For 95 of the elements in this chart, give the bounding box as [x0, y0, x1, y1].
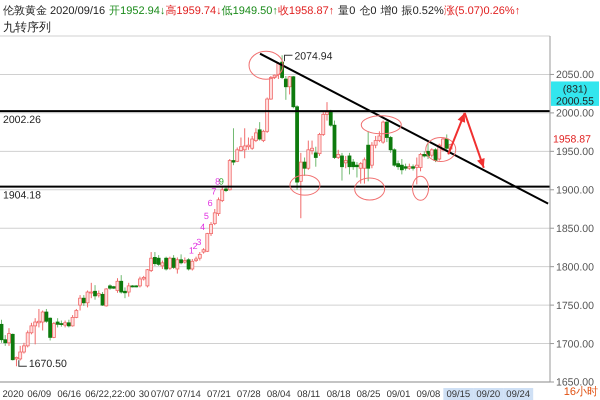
text: 仓0 [359, 5, 376, 17]
candlestick [156, 254, 161, 266]
annotation: 6 [208, 198, 213, 208]
candlestick [336, 149, 340, 160]
x-tick-label: 08/25 [356, 389, 380, 400]
candlestick [172, 254, 176, 270]
candlestick [56, 318, 60, 328]
candlestick [366, 130, 370, 182]
x-tick-label: 07/07 [150, 389, 175, 400]
candlestick [119, 274, 124, 294]
candlestick [242, 128, 247, 159]
candlestick [104, 288, 108, 308]
x-tick-label: 2020 [2, 389, 24, 400]
text: 振0.52% [402, 5, 444, 17]
y-tick-label: 1700.00 [556, 338, 594, 350]
annotation: 2 [192, 241, 198, 252]
ref-line-label: 1904.18 [3, 190, 42, 202]
candlestick [355, 162, 359, 178]
candlestick [381, 120, 386, 144]
ref-line-label: 2002.26 [3, 114, 42, 126]
candlestick [52, 322, 56, 339]
annotation: 7 [211, 186, 216, 196]
text: 高1959.74↓ [165, 5, 222, 17]
y-tick-label: 1850.00 [556, 222, 594, 235]
candlestick [40, 310, 45, 331]
x-tick-label: 09/15 [446, 389, 470, 400]
y-tick-label: 1950.00 [556, 146, 594, 158]
candlestick [414, 156, 419, 185]
annotation: 9 [218, 176, 224, 186]
candlestick [306, 140, 310, 170]
candlestick [164, 256, 168, 272]
text: 开1952.94↓ [109, 5, 166, 17]
candlestick [7, 328, 11, 346]
x-tick-label: 07/14 [177, 389, 201, 400]
candlestick [153, 252, 157, 266]
candlestick [434, 148, 438, 163]
annotation: 1 [188, 246, 194, 256]
candlestick [175, 256, 180, 274]
annotation: 2074.94 [294, 50, 333, 62]
candlestick [258, 122, 262, 142]
x-tick-label: 08/04 [266, 389, 291, 400]
candlestick [138, 276, 142, 288]
candlestick [430, 148, 434, 158]
text: 九转序列 [3, 19, 51, 36]
candlestick [0, 319, 4, 344]
text: 16小时 [564, 385, 598, 398]
y-tick-label: 2050.00 [556, 69, 594, 82]
candlestick [93, 284, 97, 300]
y-tick-label: 2000.00 [556, 108, 594, 120]
candlestick [100, 292, 104, 306]
candlestick [340, 152, 344, 182]
text: 涨(5.07)0.26%↑ [444, 5, 520, 17]
x-tick-label: 06/22,22:00 [85, 389, 136, 400]
x-tick-label: 07/28 [236, 389, 261, 400]
candlestick [186, 258, 190, 272]
y-tick-label: 1800.00 [556, 261, 594, 274]
annotation: 5 [204, 211, 209, 222]
text: 增0 [380, 5, 398, 17]
annotation: 4 [200, 222, 206, 232]
candlestick [344, 155, 348, 169]
x-tick-label: 06/09 [27, 389, 52, 400]
candlestick [348, 152, 352, 175]
x-tick-label: 06/16 [57, 389, 82, 400]
candlestick [89, 282, 94, 299]
x-tick-label: 07/21 [206, 389, 231, 400]
x-tick-label: 30 [138, 389, 150, 400]
x-tick-label: 08/18 [326, 389, 350, 400]
chart-title: 伦敦黄金 2020/09/16 [3, 5, 106, 17]
x-tick-label: 08/11 [297, 389, 320, 400]
candlestick [362, 156, 366, 184]
candlestick [302, 156, 306, 176]
candlestick [288, 75, 292, 95]
candlestick [314, 146, 318, 168]
text: 收1958.87↑ [278, 5, 334, 17]
x-tick-label: 09/08 [416, 389, 440, 400]
annotation: 3 [196, 237, 202, 248]
text: 低1949.50↑ [222, 5, 278, 17]
candlestick [179, 254, 183, 265]
candlestick [116, 278, 120, 294]
candlestick [168, 256, 172, 270]
text: 1958.87 [553, 134, 592, 146]
text: (831) [562, 83, 588, 96]
candlestick [190, 258, 194, 272]
annotation: 1670.50 [28, 358, 67, 370]
text: 量0 [338, 5, 356, 17]
y-tick-label: 1900.00 [556, 184, 594, 197]
x-tick-label: 09/01 [386, 389, 410, 400]
y-tick-label: 1750.00 [556, 300, 594, 312]
text: 2000.55 [556, 95, 594, 108]
x-tick-label: 09/24 [506, 389, 530, 400]
candlestick [358, 162, 363, 184]
candlestick [126, 282, 131, 298]
annotation: 8 [215, 176, 220, 186]
x-tick-label: 09/20 [476, 389, 500, 400]
candlestick [232, 128, 236, 166]
